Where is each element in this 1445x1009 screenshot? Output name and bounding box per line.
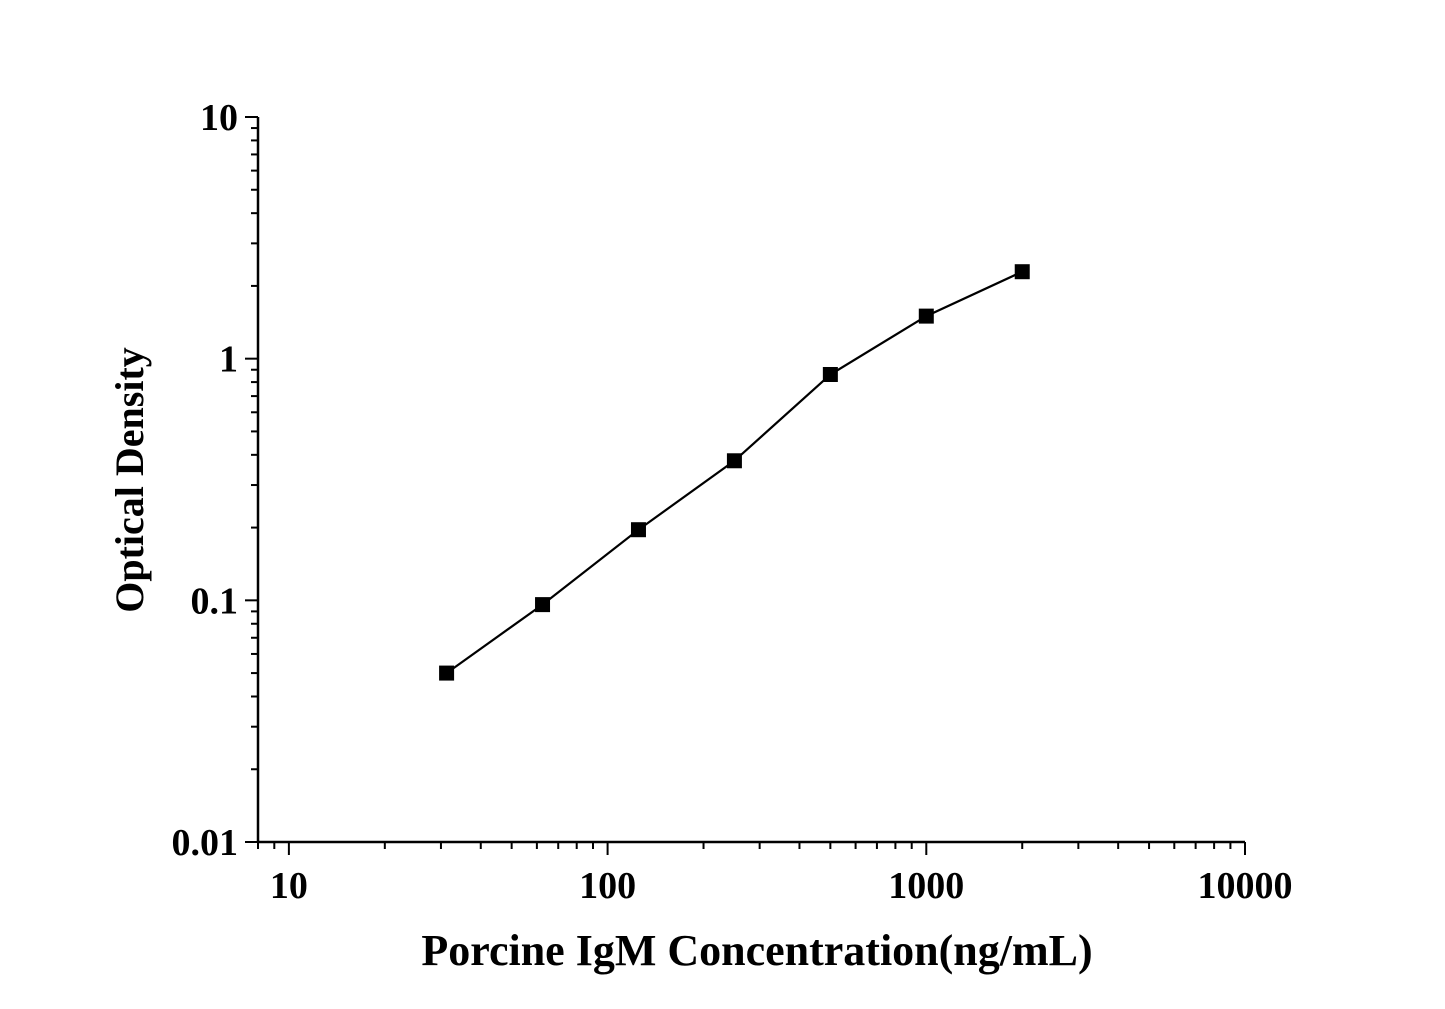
x-tick-label: 1000 [888, 865, 964, 907]
ticks [245, 116, 1246, 855]
tick-labels: 0.01 0.1 1 10 10 100 1000 10000 [172, 97, 1293, 907]
y-axis-title: Optical Density [107, 347, 152, 613]
axes [256, 117, 1245, 844]
x-tick-label: 10000 [1198, 865, 1293, 907]
y-tick-label: 0.01 [172, 822, 239, 864]
y-tick-label: 0.1 [191, 580, 239, 622]
data-point [535, 597, 551, 613]
x-tick-label: 100 [579, 865, 636, 907]
data-point [918, 308, 934, 324]
data-point [439, 665, 455, 681]
x-axis-title: Porcine IgM Concentration(ng/mL) [421, 926, 1092, 975]
data-point [726, 453, 742, 469]
series [439, 264, 1030, 681]
data-point [1014, 264, 1030, 280]
x-tick-label: 10 [270, 865, 308, 907]
y-tick-label: 1 [219, 339, 238, 381]
series-line [445, 270, 1023, 674]
data-point [630, 522, 646, 538]
data-point [822, 366, 838, 382]
y-tick-label: 10 [200, 97, 238, 139]
